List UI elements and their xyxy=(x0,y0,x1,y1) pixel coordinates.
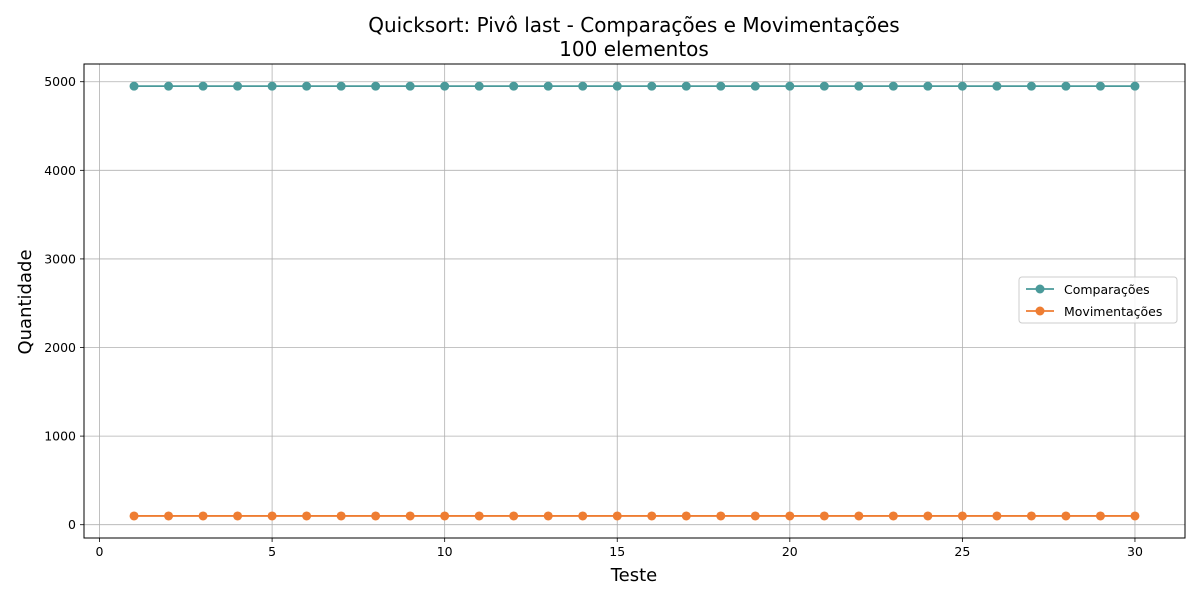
data-point-comparacoes xyxy=(716,81,726,91)
x-axis-label: Teste xyxy=(610,565,658,586)
x-tick-label: 0 xyxy=(96,544,104,559)
data-point-comparacoes xyxy=(612,81,622,91)
data-point-movimentacoes xyxy=(1026,511,1036,521)
legend-marker-comparacoes xyxy=(1035,284,1045,294)
data-point-movimentacoes xyxy=(198,511,208,521)
data-point-comparacoes xyxy=(336,81,346,91)
data-point-comparacoes xyxy=(233,81,243,91)
data-point-comparacoes xyxy=(785,81,795,91)
data-point-movimentacoes xyxy=(474,511,484,521)
data-point-comparacoes xyxy=(1130,81,1140,91)
data-point-comparacoes xyxy=(164,81,174,91)
legend-label-comparacoes: Comparações xyxy=(1064,282,1150,297)
x-tick-label: 10 xyxy=(437,544,453,559)
data-point-comparacoes xyxy=(681,81,691,91)
data-point-movimentacoes xyxy=(336,511,346,521)
data-point-movimentacoes xyxy=(440,511,450,521)
data-point-comparacoes xyxy=(957,81,967,91)
data-point-comparacoes xyxy=(302,81,312,91)
data-point-comparacoes xyxy=(474,81,484,91)
ticks: 0 5 10 15 20 25 30 0 1000 2000 3000 4000 5000 xyxy=(44,74,1143,559)
data-point-movimentacoes xyxy=(612,511,622,521)
y-tick-label: 2000 xyxy=(44,340,76,355)
data-point-comparacoes xyxy=(1026,81,1036,91)
grid xyxy=(84,64,1185,538)
data-point-comparacoes xyxy=(509,81,519,91)
y-tick-label: 4000 xyxy=(44,163,76,178)
x-tick-label: 25 xyxy=(954,544,970,559)
legend-box xyxy=(1018,276,1178,324)
data-point-movimentacoes xyxy=(1095,511,1105,521)
data-point-movimentacoes xyxy=(647,511,657,521)
plot-frame xyxy=(83,63,1186,539)
legend-marker-movimentacoes xyxy=(1035,306,1045,316)
data-point-movimentacoes xyxy=(854,511,864,521)
data-point-movimentacoes xyxy=(923,511,933,521)
x-tick-label: 30 xyxy=(1127,544,1143,559)
data-point-comparacoes xyxy=(1061,81,1071,91)
y-axis-label: Quantidade xyxy=(15,249,36,354)
data-point-movimentacoes xyxy=(750,511,760,521)
legend-label-movimentacoes: Movimentações xyxy=(1064,304,1162,319)
y-tick-label: 1000 xyxy=(44,429,76,444)
data-point-comparacoes xyxy=(992,81,1002,91)
data-point-movimentacoes xyxy=(267,511,277,521)
data-point-comparacoes xyxy=(888,81,898,91)
data-point-comparacoes xyxy=(1095,81,1105,91)
data-point-movimentacoes xyxy=(957,511,967,521)
data-point-movimentacoes xyxy=(164,511,174,521)
data-point-movimentacoes xyxy=(1061,511,1071,521)
data-point-comparacoes xyxy=(129,81,139,91)
data-point-movimentacoes xyxy=(233,511,243,521)
data-point-movimentacoes xyxy=(543,511,553,521)
data-point-comparacoes xyxy=(198,81,208,91)
series-layer xyxy=(129,81,1140,521)
x-tick-label: 15 xyxy=(609,544,625,559)
data-point-movimentacoes xyxy=(819,511,829,521)
data-point-comparacoes xyxy=(819,81,829,91)
data-point-movimentacoes xyxy=(785,511,795,521)
data-point-movimentacoes xyxy=(681,511,691,521)
data-point-movimentacoes xyxy=(992,511,1002,521)
data-point-comparacoes xyxy=(267,81,277,91)
data-point-movimentacoes xyxy=(129,511,139,521)
data-point-movimentacoes xyxy=(578,511,588,521)
data-point-movimentacoes xyxy=(371,511,381,521)
y-tick-label: 5000 xyxy=(44,74,76,89)
data-point-comparacoes xyxy=(440,81,450,91)
data-point-comparacoes xyxy=(647,81,657,91)
data-point-comparacoes xyxy=(750,81,760,91)
chart-title: Quicksort: Pivô last - Comparações e Mov… xyxy=(368,13,899,37)
data-point-movimentacoes xyxy=(302,511,312,521)
data-point-comparacoes xyxy=(923,81,933,91)
data-point-comparacoes xyxy=(371,81,381,91)
data-point-movimentacoes xyxy=(509,511,519,521)
data-point-movimentacoes xyxy=(405,511,415,521)
data-point-movimentacoes xyxy=(716,511,726,521)
data-point-comparacoes xyxy=(405,81,415,91)
legend: Comparações Movimentações xyxy=(1018,276,1178,324)
data-point-comparacoes xyxy=(543,81,553,91)
y-tick-label: 3000 xyxy=(44,251,76,266)
data-point-comparacoes xyxy=(578,81,588,91)
y-tick-label: 0 xyxy=(68,517,76,532)
data-point-movimentacoes xyxy=(1130,511,1140,521)
data-point-comparacoes xyxy=(854,81,864,91)
x-tick-label: 5 xyxy=(268,544,276,559)
chart-subtitle: 100 elementos xyxy=(559,37,709,61)
x-tick-label: 20 xyxy=(782,544,798,559)
data-point-movimentacoes xyxy=(888,511,898,521)
